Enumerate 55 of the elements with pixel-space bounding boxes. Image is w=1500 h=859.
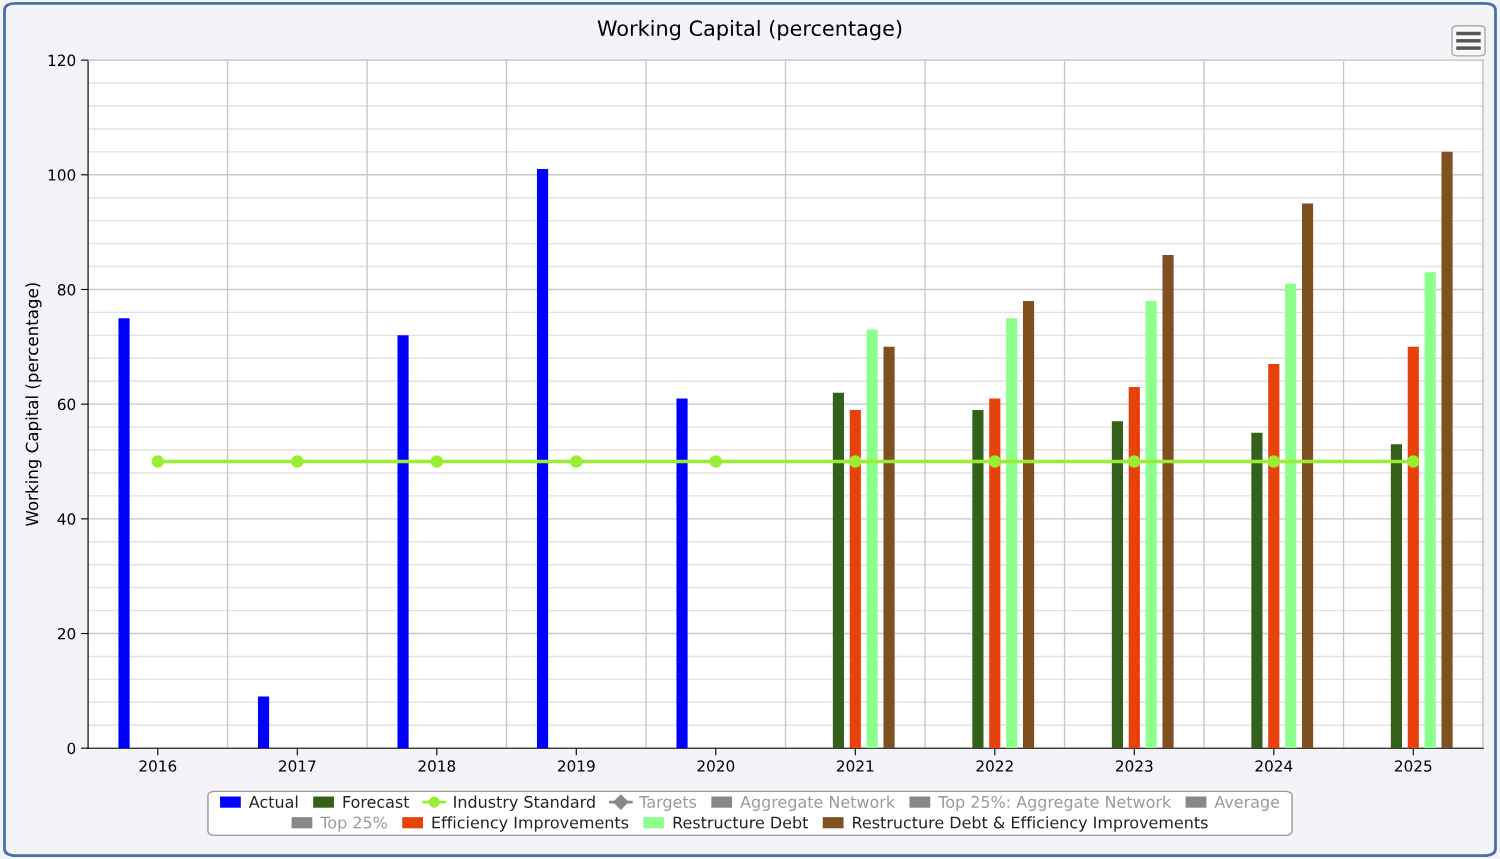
bar: [1268, 364, 1280, 749]
legend-label: Top 25%: [320, 816, 387, 832]
bar: [849, 409, 861, 749]
legend-label: Restructure Debt & Efficiency Improvements: [853, 816, 1208, 832]
y-axis-title: Working Capital (percentage): [25, 283, 42, 527]
bar: [536, 169, 549, 749]
x-tick-label: 2021: [836, 760, 874, 772]
x-tick-label: 2022: [976, 760, 1013, 772]
legend-label: Efficiency Improvements: [432, 816, 629, 832]
legend-label: Aggregate Network: [740, 795, 896, 812]
x-tick-label: 2019: [557, 760, 595, 772]
x-tick-label: 2016: [139, 760, 177, 772]
y-tick-label: 60: [57, 398, 76, 411]
x-tick-label: 2024: [1255, 760, 1293, 772]
x-tick-label: 2018: [418, 760, 456, 772]
bar: [257, 696, 270, 749]
y-tick-label: 80: [57, 283, 76, 296]
bar: [1162, 255, 1174, 749]
legend-label: Top 25%: Aggregate Network: [938, 795, 1172, 812]
bar: [118, 318, 130, 749]
bar: [1111, 421, 1123, 749]
legend-label: Restructure Debt: [673, 816, 809, 829]
bar: [1407, 346, 1419, 749]
bar: [676, 398, 688, 749]
bar: [883, 346, 895, 749]
y-tick-label: 20: [57, 627, 76, 640]
bar: [1390, 444, 1402, 749]
legend-label: Actual: [248, 795, 298, 808]
bar: [989, 398, 1001, 749]
legend-label: Industry Standard: [454, 795, 595, 812]
y-tick-label: 0: [67, 742, 76, 755]
y-tick-label: 120: [48, 54, 76, 67]
bar: [1128, 386, 1140, 749]
bar: [832, 392, 844, 749]
bar: [397, 335, 409, 749]
bar: [1285, 283, 1297, 749]
x-tick-label: 2017: [278, 760, 316, 772]
bar: [866, 329, 878, 749]
x-tick-label: 2023: [1115, 760, 1153, 772]
x-tick-label: 2025: [1394, 760, 1432, 772]
bar: [1251, 432, 1263, 749]
legend-label: Forecast: [343, 796, 410, 808]
bar: [1022, 300, 1035, 749]
bar: [1006, 318, 1018, 749]
x-tick-label: 2020: [697, 760, 735, 772]
legend-label: Average: [1214, 796, 1280, 812]
legend-label: Targets: [639, 796, 697, 812]
bar: [972, 409, 984, 749]
bar: [1301, 203, 1314, 749]
bar: [1145, 300, 1157, 749]
y-tick-label: 40: [57, 513, 76, 525]
y-tick-label: 100: [48, 169, 76, 181]
chart-title: Working Capital (percentage): [597, 19, 902, 41]
bar: [1424, 272, 1436, 749]
bar: [1441, 151, 1453, 749]
